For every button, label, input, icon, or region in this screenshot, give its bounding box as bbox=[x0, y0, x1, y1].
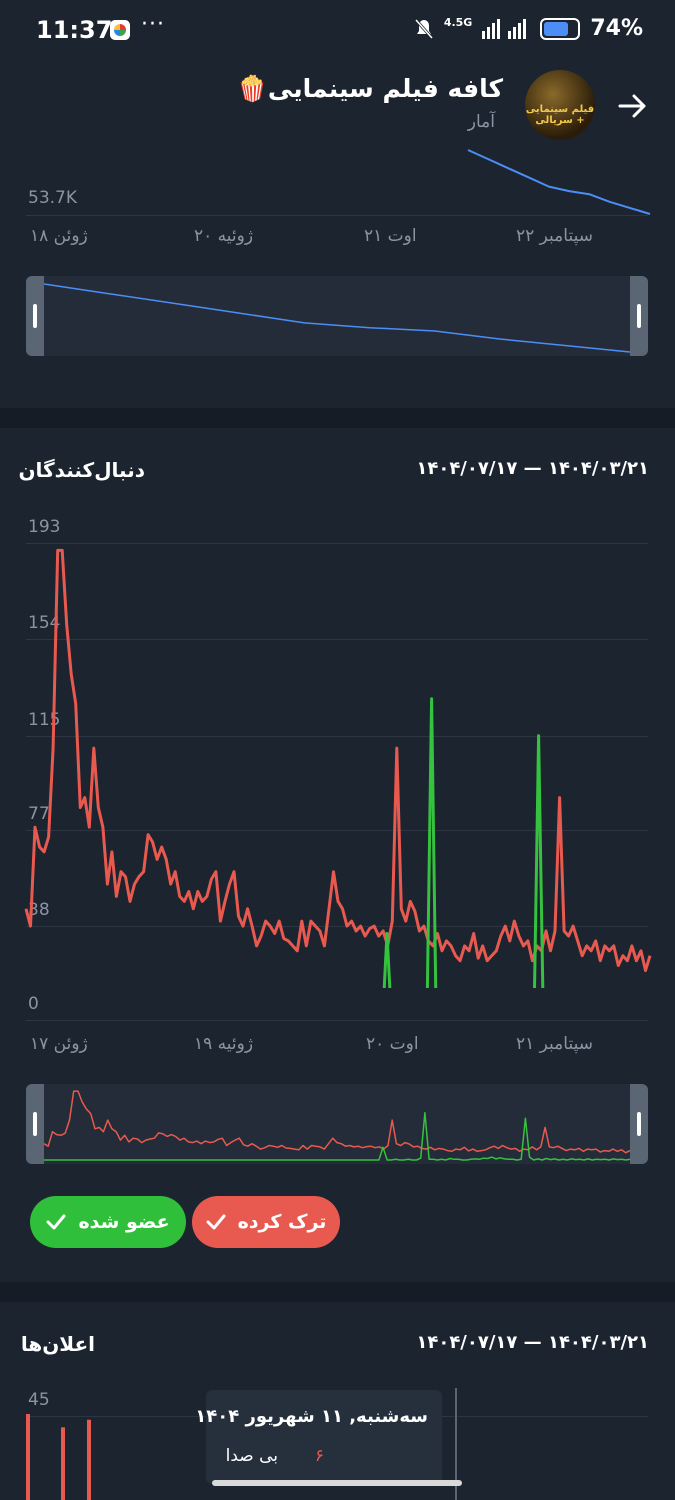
x-tick: سپتامبر ۲۱ bbox=[516, 1034, 593, 1054]
members-growth-section: 53.7K ژوئن ۱۸ ژوئیه ۲۰ اوت ۲۱ سپتامبر ۲۲ bbox=[0, 149, 675, 408]
signal-icon bbox=[482, 18, 527, 39]
section-divider bbox=[0, 1282, 675, 1302]
section-divider bbox=[0, 408, 675, 428]
status-time: 11:37 bbox=[36, 16, 113, 44]
chart-tooltip: سه‌شنبه, ۱۱ شهریور ۱۴۰۴ بی صدا ۶ bbox=[195, 1390, 442, 1484]
followers-title: دنبال‌کنندگان bbox=[18, 458, 145, 482]
members-growth-chart[interactable] bbox=[0, 148, 675, 218]
x-tick: اوت ۲۰ bbox=[366, 1034, 419, 1054]
notification-bar bbox=[26, 1414, 30, 1500]
legend-left-label: ترک کرده bbox=[237, 1211, 327, 1233]
y-tick: 154 bbox=[28, 613, 61, 634]
y-tick: 193 bbox=[28, 517, 61, 537]
grid-line bbox=[26, 543, 648, 544]
series-line bbox=[382, 697, 545, 988]
page-subtitle: آمار bbox=[467, 112, 495, 132]
channel-title: کافه فیلم سینمایی🍿 bbox=[236, 74, 503, 103]
grid-line bbox=[26, 1020, 648, 1021]
grid-line bbox=[26, 829, 648, 831]
followers-chart[interactable] bbox=[0, 428, 675, 988]
network-type: 4.5G bbox=[443, 16, 473, 29]
series-line bbox=[44, 1112, 631, 1161]
series-line bbox=[43, 283, 631, 353]
notification-bar bbox=[61, 1427, 65, 1500]
grid-line bbox=[26, 735, 648, 737]
tooltip-value: ۶ bbox=[314, 1446, 324, 1466]
notifications-title: اعلان‌ها bbox=[20, 1332, 95, 1356]
x-tick: ژوئن ۱۷ bbox=[30, 1034, 88, 1054]
x-tick: ژوئیه ۲۰ bbox=[194, 226, 254, 246]
tooltip-label: بی صدا bbox=[225, 1446, 278, 1466]
legend-joined-label: عضو شده bbox=[78, 1211, 170, 1233]
notification-bar bbox=[87, 1419, 91, 1500]
y-tick: 38 bbox=[28, 900, 50, 921]
notifications-date-range: ۱۴۰۴/۰۳/۲۱ — ۱۴۰۴/۰۷/۱۷ bbox=[416, 1332, 649, 1353]
app-notification-icon bbox=[110, 20, 130, 40]
more-notifications-icon: ··· bbox=[141, 12, 165, 37]
series-line bbox=[467, 149, 651, 215]
grid-line bbox=[26, 639, 648, 641]
followers-section: دنبال‌کنندگان ۱۴۰۴/۰۳/۲۱ — ۱۴۰۴/۰۷/۱۷ 0 3… bbox=[0, 428, 675, 1280]
notifications-chart[interactable] bbox=[0, 1302, 675, 1500]
home-indicator bbox=[212, 1480, 462, 1486]
notifications-section: اعلان‌ها ۱۴۰۴/۰۳/۲۱ — ۱۴۰۴/۰۷/۱۷ 45 سه‌ش… bbox=[0, 1302, 675, 1500]
y-axis-label: 53.7K bbox=[28, 188, 77, 208]
y-tick: 0 bbox=[28, 994, 39, 1014]
navigator-preview bbox=[43, 1090, 631, 1161]
x-tick: اوت ۲۱ bbox=[364, 226, 417, 246]
mute-bell-icon bbox=[414, 18, 433, 39]
battery-percent: 74% bbox=[590, 16, 643, 41]
grid-line bbox=[26, 926, 648, 928]
y-tick: 45 bbox=[28, 1390, 50, 1410]
check-icon bbox=[46, 1214, 66, 1230]
x-tick: سپتامبر ۲۲ bbox=[516, 226, 593, 246]
range-navigator[interactable] bbox=[26, 276, 648, 356]
battery-icon bbox=[540, 17, 581, 40]
x-tick: ژوئیه ۱۹ bbox=[194, 1034, 254, 1054]
back-arrow-icon[interactable] bbox=[612, 86, 652, 126]
grid-line bbox=[26, 215, 648, 216]
series-line bbox=[24, 548, 652, 973]
navigator-preview bbox=[43, 283, 631, 353]
status-bar: 11:37 ··· 4.5G 74% bbox=[0, 0, 675, 62]
range-handle-right[interactable] bbox=[630, 276, 648, 356]
tooltip-date: سه‌شنبه, ۱۱ شهریور ۱۴۰۴ bbox=[195, 1406, 428, 1427]
range-handle-left[interactable] bbox=[26, 276, 44, 356]
followers-date-range: ۱۴۰۴/۰۳/۲۱ — ۱۴۰۴/۰۷/۱۷ bbox=[416, 458, 649, 479]
range-navigator[interactable] bbox=[26, 1084, 648, 1164]
status-indicators: 4.5G 74% bbox=[414, 16, 643, 41]
avatar-text: فیلم سینمایی + سریالی bbox=[525, 104, 595, 126]
legend-left-toggle[interactable]: ترک کرده bbox=[192, 1196, 340, 1248]
tooltip-marker bbox=[455, 1388, 457, 1500]
app-header: فیلم سینمایی + سریالی کافه فیلم سینمایی🍿… bbox=[0, 62, 675, 152]
check-icon bbox=[206, 1214, 226, 1230]
channel-avatar[interactable]: فیلم سینمایی + سریالی bbox=[525, 70, 595, 140]
y-tick: 77 bbox=[28, 803, 50, 824]
legend-joined-toggle[interactable]: عضو شده bbox=[30, 1196, 186, 1248]
range-handle-left[interactable] bbox=[26, 1084, 44, 1164]
series-line bbox=[43, 1090, 631, 1154]
x-tick: ژوئن ۱۸ bbox=[30, 226, 88, 246]
range-handle-right[interactable] bbox=[630, 1084, 648, 1164]
